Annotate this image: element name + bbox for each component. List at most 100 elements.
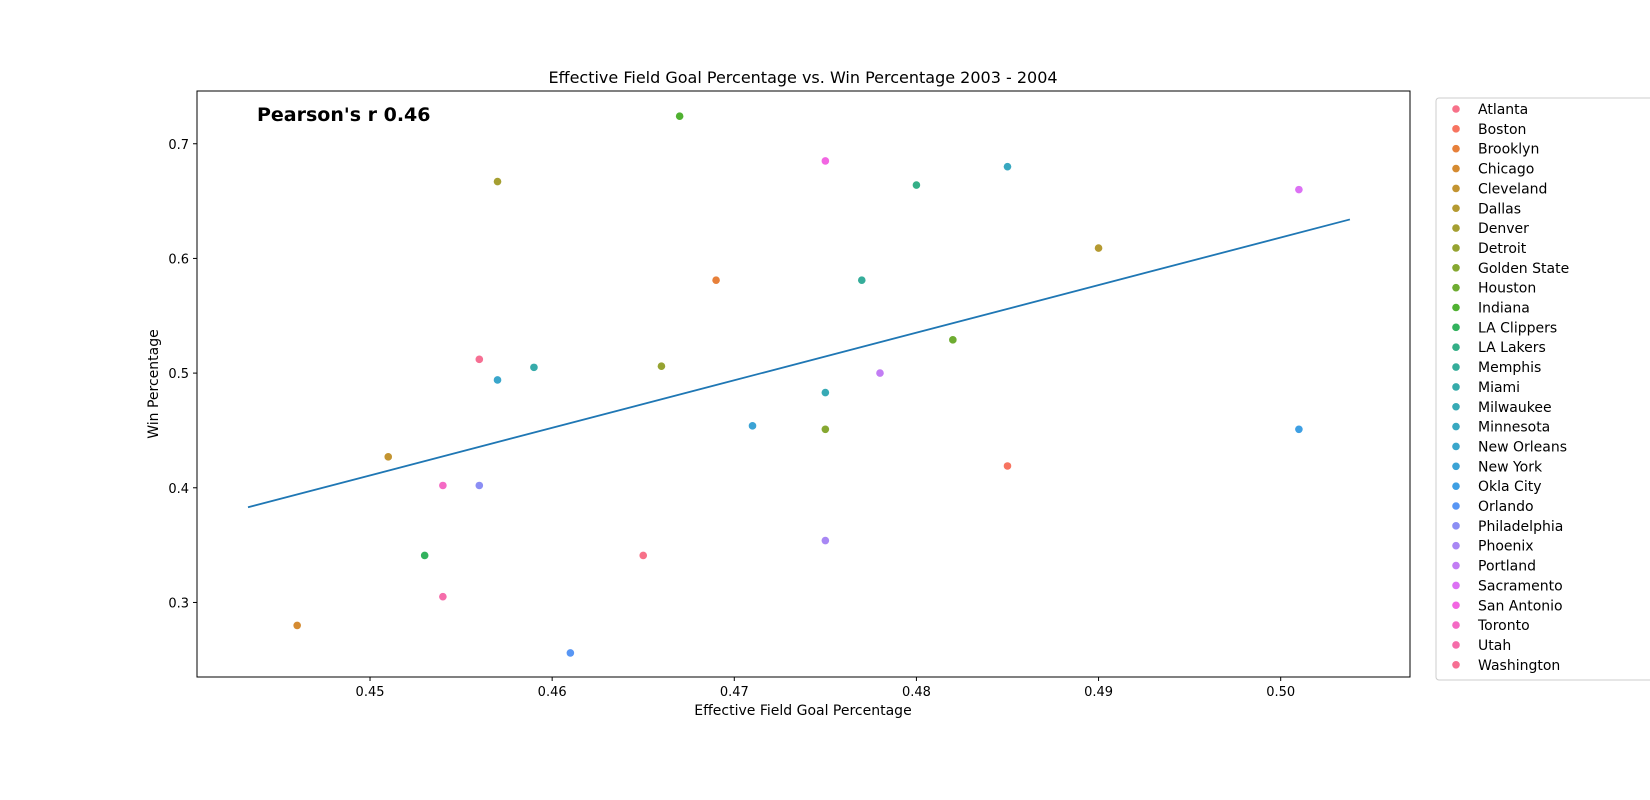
data-point-phoenix: [821, 536, 830, 545]
plot-frame: [196, 90, 1411, 678]
data-point-utah: [439, 592, 447, 601]
legend-marker-atlanta: [1452, 105, 1460, 113]
x-tick-label: 0.49: [1084, 685, 1113, 700]
data-point-new-orleans: [493, 376, 502, 384]
legend-label-san-antonio: San Antonio: [1478, 598, 1563, 614]
data-point-chicago: [293, 621, 301, 630]
data-point-denver: [493, 177, 502, 186]
legend-marker-new-orleans: [1452, 442, 1460, 451]
legend-label-indiana: Indiana: [1478, 301, 1530, 317]
data-point-miami: [530, 363, 538, 372]
data-point-portland: [876, 369, 884, 377]
legend-marker-indiana: [1452, 303, 1460, 312]
legend-label-minnesota: Minnesota: [1478, 420, 1550, 436]
data-point-orlando: [566, 649, 575, 657]
legend-label-houston: Houston: [1478, 281, 1536, 297]
legend-marker-portland: [1452, 561, 1460, 570]
legend-marker-new-york: [1452, 462, 1460, 471]
legend-marker-memphis: [1452, 363, 1460, 371]
data-point-atlanta: [639, 551, 648, 560]
legend-marker-brooklyn: [1452, 144, 1460, 153]
legend-marker-boston: [1452, 125, 1460, 133]
y-tick-label: 0.5: [168, 367, 189, 382]
legend-marker-denver: [1452, 224, 1460, 232]
pearson-annotation: Pearson's r 0.46: [257, 104, 431, 126]
legend-label-okla-city: Okla City: [1478, 479, 1542, 495]
data-point-washington: [475, 355, 484, 364]
legend: Atlanta Boston Brooklyn Chicago Cleveland Dal…: [1435, 97, 1650, 681]
legend-label-utah: Utah: [1478, 638, 1511, 654]
data-point-okla-city: [1295, 425, 1303, 434]
plot-area: [196, 90, 1411, 678]
data-point-milwaukee: [821, 388, 830, 397]
legend-marker-toronto: [1452, 621, 1460, 629]
legend-marker-san-antonio: [1452, 601, 1460, 610]
data-point-philadelphia: [475, 481, 484, 490]
legend-marker-houston: [1452, 283, 1460, 292]
legend-label-memphis: Memphis: [1478, 360, 1541, 376]
chart-title: Effective Field Goal Percentage vs. Win …: [548, 68, 1057, 87]
data-point-houston: [949, 336, 957, 344]
data-point-minnesota: [1003, 162, 1012, 171]
y-tick-label: 0.4: [168, 482, 189, 497]
legend-label-new-orleans: New Orleans: [1478, 439, 1567, 455]
legend-marker-miami: [1452, 383, 1460, 391]
legend-marker-minnesota: [1452, 422, 1460, 431]
y-tick-label: 0.3: [168, 596, 189, 611]
data-point-indiana: [675, 112, 684, 121]
data-point-cleveland: [384, 453, 393, 461]
legend-label-milwaukee: Milwaukee: [1478, 400, 1552, 416]
legend-label-orlando: Orlando: [1478, 499, 1534, 515]
y-tick-label: 0.6: [168, 252, 189, 267]
data-point-brooklyn: [712, 276, 720, 285]
legend-marker-phoenix: [1452, 541, 1460, 550]
legend-marker-okla-city: [1452, 482, 1460, 490]
legend-marker-milwaukee: [1452, 402, 1460, 411]
legend-label-washington: Washington: [1478, 658, 1560, 674]
y-tick-label: 0.7: [168, 138, 189, 153]
data-point-memphis: [857, 276, 866, 285]
data-point-detroit: [657, 362, 666, 371]
legend-label-new-york: New York: [1478, 459, 1543, 475]
data-point-la-clippers: [420, 551, 429, 560]
legend-marker-la-clippers: [1452, 323, 1460, 332]
x-tick-label: 0.50: [1266, 685, 1295, 700]
y-axis-label: Win Percentage: [146, 329, 162, 439]
legend-label-toronto: Toronto: [1477, 618, 1530, 634]
data-point-la-lakers: [912, 181, 921, 189]
data-point-boston: [1003, 462, 1012, 470]
legend-marker-utah: [1452, 641, 1460, 649]
legend-label-chicago: Chicago: [1478, 162, 1534, 178]
legend-label-phoenix: Phoenix: [1478, 539, 1534, 555]
data-point-golden-state: [821, 425, 830, 434]
legend-marker-detroit: [1452, 244, 1460, 252]
legend-label-portland: Portland: [1478, 559, 1536, 575]
legend-label-la-lakers: LA Lakers: [1478, 340, 1546, 356]
x-tick-label: 0.48: [902, 685, 931, 700]
legend-label-dallas: Dallas: [1478, 201, 1521, 217]
legend-label-boston: Boston: [1478, 122, 1526, 138]
legend-marker-sacramento: [1452, 581, 1460, 590]
legend-label-detroit: Detroit: [1478, 241, 1527, 257]
legend-label-brooklyn: Brooklyn: [1478, 142, 1539, 158]
legend-label-sacramento: Sacramento: [1478, 578, 1563, 594]
data-point-sacramento: [1295, 185, 1303, 194]
data-point-san-antonio: [821, 157, 830, 165]
legend-label-philadelphia: Philadelphia: [1478, 519, 1563, 535]
legend-label-golden-state: Golden State: [1478, 261, 1569, 277]
legend-frame: [1435, 97, 1650, 681]
legend-marker-washington: [1452, 661, 1460, 669]
x-tick-label: 0.45: [356, 685, 385, 700]
legend-marker-orlando: [1452, 502, 1460, 510]
legend-label-cleveland: Cleveland: [1478, 181, 1547, 197]
legend-label-la-clippers: LA Clippers: [1478, 320, 1557, 336]
legend-marker-philadelphia: [1452, 522, 1460, 530]
data-point-dallas: [1094, 244, 1103, 252]
regression-line: [247, 218, 1351, 509]
legend-marker-cleveland: [1452, 184, 1460, 193]
x-tick-label: 0.47: [720, 685, 749, 700]
x-tick-label: 0.46: [538, 685, 567, 700]
legend-marker-dallas: [1452, 204, 1460, 213]
legend-marker-chicago: [1452, 164, 1460, 173]
